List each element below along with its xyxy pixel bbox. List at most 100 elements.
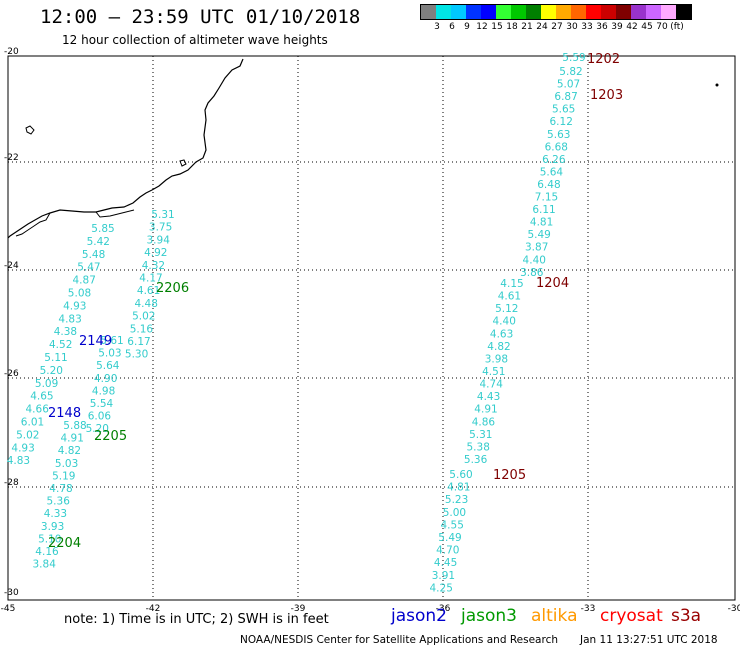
legend-tick-label: 45 [641,22,653,32]
track-time-label: 1203 [590,88,623,103]
wave-height-value: 5.54 [90,398,114,410]
latitude-tick-label: -28 [4,478,19,488]
wave-height-value: 5.20 [40,365,63,377]
wave-height-value: 5.00 [443,507,466,519]
coastline-bay [95,209,135,218]
wave-height-value: 4.45 [434,557,457,569]
longitude-tick-label: -33 [581,604,596,614]
wave-height-value: 5.60 [449,469,472,481]
latitude-tick-label: -26 [4,369,19,379]
legend-swatch [436,5,451,19]
wave-height-value: 5.03 [98,348,121,360]
wave-height-value: 4.70 [436,545,459,557]
wave-height-value: 6.11 [532,204,555,216]
wave-height-value: 5.02 [16,429,39,441]
wave-height-value: 5.16 [130,323,154,335]
legend-tick-label: 36 [596,22,608,32]
wave-height-value: 4.16 [35,546,59,558]
satellite-altika: altika [531,606,578,626]
wave-height-value: 5.82 [559,66,582,78]
wave-height-value: 5.48 [82,249,105,261]
track-time-label: 1202 [587,52,620,67]
map-grid: -45 -42 -39 -36 -33 -30 -20 -22 -24 -26 -28 -30 [1,47,740,614]
wave-height-value: 4.78 [49,483,72,495]
latitude-tick-label: -22 [4,153,19,163]
wave-height-value: 4.40 [493,316,516,328]
wave-height-value: 5.63 [547,129,570,141]
wave-height-value: 5.88 [63,420,86,432]
wave-height-value: 4.98 [92,385,115,397]
footer-note: note: 1) Time is in UTC; 2) SWH is in fe… [64,612,329,627]
legend-swatch [616,5,631,19]
legend-swatch [526,5,541,19]
legend-tick-label: 39 [611,22,623,32]
footer-credit: NOAA/NESDIS Center for Satellite Applica… [240,634,558,646]
coastline-inlet [15,212,51,237]
track-1205: 5.604.815.235.004.555.494.704.453.914.25… [430,468,527,594]
track-time-label: 2204 [48,536,81,551]
wave-height-value: 5.49 [438,532,461,544]
wave-height-value: 4.33 [44,508,67,520]
coastline [7,58,719,239]
wave-height-value: 5.36 [47,496,71,508]
coastline-south-america [7,58,244,239]
legend-swatch [466,5,481,19]
wave-height-value: 4.17 [139,273,162,285]
wave-height-value: 4.93 [11,442,34,454]
satellite-s3a: s3a [671,606,702,626]
wave-height-value: 6.01 [21,417,44,429]
legend-swatch [661,5,676,19]
wave-height-value: 5.23 [445,494,468,506]
map-title: 12:00 – 23:59 UTC 01/10/2018 [40,6,361,28]
wave-height-value: 4.90 [94,373,117,385]
wave-height-value: 5.38 [467,441,490,453]
wave-height-value: 4.15 [500,278,523,290]
wave-height-value: 4.55 [441,519,464,531]
wave-height-value: 5.20 [86,423,109,435]
longitude-tick-label: -36 [436,604,451,614]
wave-height-value: 4.86 [472,416,496,428]
legend-tick-label: 27 [551,22,563,32]
track-1204: 4.154.615.124.404.634.823.984.514.744.43… [464,276,569,466]
wave-height-value: 4.81 [447,482,470,494]
wave-height-value: 5.07 [557,79,580,91]
wave-height-value: 3.86 [520,267,544,279]
wave-height-value: 4.82 [487,341,510,353]
wave-height-value: 4.25 [430,582,453,594]
wave-height-value: 4.92 [144,247,167,259]
legend-tick-label: 18 [506,22,518,32]
legend-swatch [451,5,466,19]
wave-height-value: 4.63 [490,328,513,340]
legend-tick-label: 21 [521,22,533,32]
altimeter-tracks: 5.59 12025.825.076.875.656.125.636.686.26… [7,52,623,594]
wave-height-value: 4.93 [63,300,86,312]
island [715,83,719,87]
latitude-tick-label: -30 [4,588,19,598]
wave-height-value: 3.93 [41,521,64,533]
longitude-tick-label: -30 [728,604,740,614]
track-2149: 5.615.035.644.904.985.546.065.20 2149 [79,334,124,435]
legend-tick-labels: 3 6 9 12 15 18 21 24 27 30 33 36 39 42 45 70 (ft) [420,20,692,32]
longitude-tick-label: -42 [146,604,161,614]
legend-tick-label: 15 [491,22,503,32]
wave-height-value: 5.31 [151,209,174,221]
wave-height-value: 4.43 [477,391,500,403]
wave-height-value: 5.31 [469,429,492,441]
legend-tick-label: 33 [581,22,593,32]
legend-tick-label: (ft) [670,22,684,32]
wave-height-value: 4.52 [49,339,72,351]
wave-height-value: 5.64 [540,166,564,178]
wave-height-value: 5.85 [91,223,114,235]
latitude-tick-label: -20 [4,47,19,57]
map-frame [7,55,736,601]
wave-height-value: 5.11 [44,352,67,364]
wave-height-value: 4.65 [30,391,53,403]
wave-height-value: 5.49 [527,229,550,241]
wave-height-legend: 3 6 9 12 15 18 21 24 27 30 33 36 39 42 45 70 (ft) [420,4,692,32]
wave-height-value: 5.61 [100,335,123,347]
wave-height-value: 3.87 [525,242,548,254]
wave-height-value: 3.84 [33,559,57,571]
legend-tick-label: 6 [449,22,455,32]
track-2206: 5.313.753.944.924.324.174.614.485.025.16… [125,209,189,361]
